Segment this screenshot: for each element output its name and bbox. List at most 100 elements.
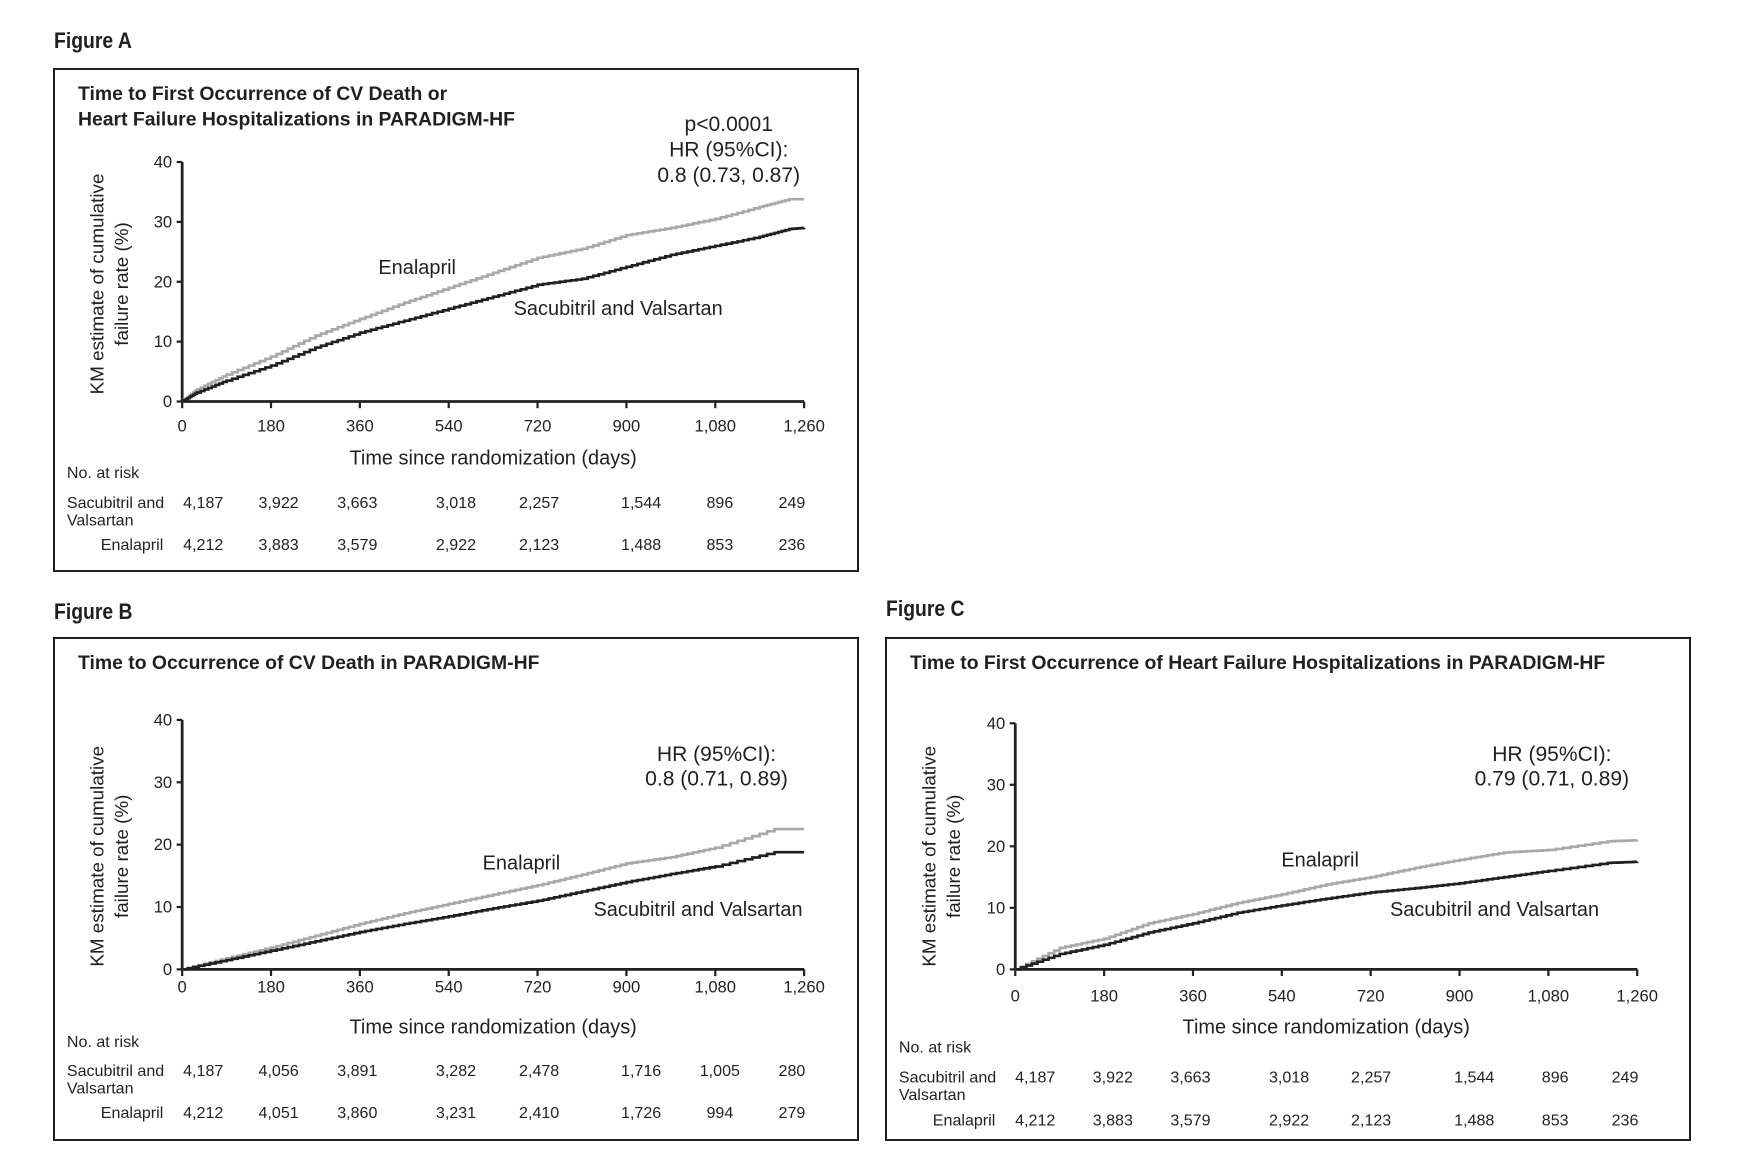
- risk-value: 4,051: [259, 1104, 299, 1122]
- risk-value: 3,922: [1093, 1068, 1133, 1086]
- risk-value: 236: [1612, 1112, 1639, 1130]
- risk-value: 853: [1542, 1112, 1569, 1130]
- risk-value: 279: [779, 1104, 806, 1122]
- risk-value: 2,922: [436, 536, 476, 554]
- risk-value: 1,544: [621, 494, 661, 512]
- risk-row-name: Valsartan: [67, 512, 134, 530]
- y-tick-label: 0: [163, 392, 172, 411]
- risk-value: 4,212: [183, 536, 223, 554]
- hazard-ratio-text: p<0.0001: [685, 113, 773, 136]
- y-axis-label: failure rate (%): [111, 222, 132, 345]
- x-tick-label: 360: [346, 978, 374, 997]
- risk-value: 4,187: [183, 1062, 223, 1080]
- y-tick-label: 10: [987, 898, 1005, 917]
- x-tick-label: 540: [1268, 987, 1296, 1006]
- risk-value: 3,663: [1170, 1068, 1210, 1086]
- risk-row-name: Enalapril: [101, 1104, 164, 1122]
- risk-value: 249: [779, 494, 806, 512]
- x-tick-label: 900: [613, 416, 641, 435]
- risk-value: 3,883: [1093, 1112, 1133, 1130]
- figure-b-label: Figure B: [54, 599, 133, 624]
- y-tick-label: 0: [996, 960, 1005, 979]
- risk-value: 280: [779, 1062, 806, 1080]
- risk-table-header: No. at risk: [899, 1039, 972, 1057]
- figure-b-panel: Time to Occurrence of CV Death in PARADI…: [53, 637, 859, 1141]
- risk-value: 4,187: [183, 494, 223, 512]
- risk-value: 2,257: [519, 494, 559, 512]
- risk-row-name: Enalapril: [933, 1112, 996, 1130]
- x-tick-label: 0: [178, 978, 187, 997]
- risk-value: 3,282: [436, 1062, 476, 1080]
- x-tick-label: 180: [257, 978, 285, 997]
- figure-a-label: Figure A: [54, 28, 132, 53]
- sacubitril-valsartan-curve: [1015, 860, 1639, 971]
- y-tick-label: 30: [154, 212, 172, 231]
- risk-value: 4,212: [183, 1104, 223, 1122]
- sacubitril-valsartan-curve: [182, 850, 805, 971]
- risk-table-header: No. at risk: [67, 464, 140, 482]
- y-tick-label: 40: [154, 153, 172, 172]
- risk-value: 1,488: [621, 536, 661, 554]
- risk-row-name: Sacubitril and: [67, 1062, 164, 1080]
- risk-value: 3,883: [259, 536, 299, 554]
- risk-value: 1,005: [700, 1062, 740, 1080]
- x-tick-label: 540: [435, 416, 463, 435]
- risk-value: 2,123: [519, 536, 559, 554]
- y-tick-label: 10: [154, 332, 172, 351]
- risk-value: 3,891: [337, 1062, 377, 1080]
- risk-value: 4,056: [259, 1062, 299, 1080]
- risk-value: 2,257: [1351, 1068, 1391, 1086]
- hazard-ratio-text: 0.79 (0.71, 0.89): [1475, 767, 1629, 790]
- figure-a-panel: Time to First Occurrence of CV Death or H…: [53, 68, 859, 572]
- x-tick-label: 1,260: [783, 978, 825, 997]
- chart-title: Time to Occurrence of CV Death in PARADI…: [78, 652, 540, 674]
- risk-value: 249: [1612, 1068, 1639, 1086]
- x-tick-label: 540: [435, 978, 463, 997]
- risk-row-name: Valsartan: [67, 1080, 134, 1098]
- risk-value: 1,716: [621, 1062, 661, 1080]
- y-tick-label: 20: [987, 837, 1005, 856]
- x-tick-label: 900: [1446, 987, 1474, 1006]
- y-tick-label: 10: [154, 898, 172, 917]
- risk-value: 2,410: [519, 1104, 559, 1122]
- figure-a-chart: Time to First Occurrence of CV Death or H…: [67, 83, 825, 554]
- risk-value: 896: [1542, 1068, 1569, 1086]
- figure-c-chart: Time to First Occurrence of Heart Failur…: [899, 652, 1658, 1130]
- hazard-ratio-text: HR (95%CI):: [657, 743, 776, 766]
- y-tick-label: 40: [154, 710, 172, 729]
- risk-value: 3,579: [337, 536, 377, 554]
- y-tick-label: 30: [987, 775, 1005, 794]
- enalapril-curve: [182, 197, 805, 403]
- sacubitril-series-label: Sacubitril and Valsartan: [514, 298, 723, 320]
- y-axis-label: failure rate (%): [943, 795, 964, 918]
- risk-value: 896: [706, 494, 733, 512]
- risk-row-name: Valsartan: [899, 1086, 966, 1104]
- x-axis-label: Time since randomization (days): [349, 448, 636, 470]
- y-axis-label: KM estimate of cumulative: [86, 746, 107, 967]
- risk-value: 2,922: [1269, 1112, 1309, 1130]
- x-tick-label: 1,260: [783, 416, 825, 435]
- risk-value: 3,922: [259, 494, 299, 512]
- risk-row-name: Sacubitril and: [67, 494, 164, 512]
- y-axis-label: KM estimate of cumulative: [918, 746, 939, 967]
- enalapril-series-label: Enalapril: [378, 257, 456, 279]
- risk-value: 3,018: [1269, 1068, 1309, 1086]
- risk-value: 853: [706, 536, 733, 554]
- risk-value: 4,212: [1015, 1112, 1055, 1130]
- risk-value: 3,663: [337, 494, 377, 512]
- risk-value: 4,187: [1015, 1068, 1055, 1086]
- sacubitril-series-label: Sacubitril and Valsartan: [593, 899, 802, 921]
- enalapril-series-label: Enalapril: [483, 853, 561, 875]
- risk-value: 2,478: [519, 1062, 559, 1080]
- figure-b-chart: Time to Occurrence of CV Death in PARADI…: [67, 652, 825, 1122]
- x-tick-label: 180: [257, 416, 285, 435]
- x-tick-label: 1,260: [1616, 987, 1658, 1006]
- enalapril-series-label: Enalapril: [1281, 849, 1359, 871]
- y-tick-label: 20: [154, 835, 172, 854]
- x-tick-label: 720: [1357, 987, 1385, 1006]
- x-axis-label: Time since randomization (days): [1183, 1017, 1470, 1039]
- figure-c-label: Figure C: [886, 596, 965, 621]
- hazard-ratio-text: HR (95%CI):: [669, 138, 788, 161]
- risk-value: 3,018: [436, 494, 476, 512]
- x-tick-label: 720: [524, 416, 552, 435]
